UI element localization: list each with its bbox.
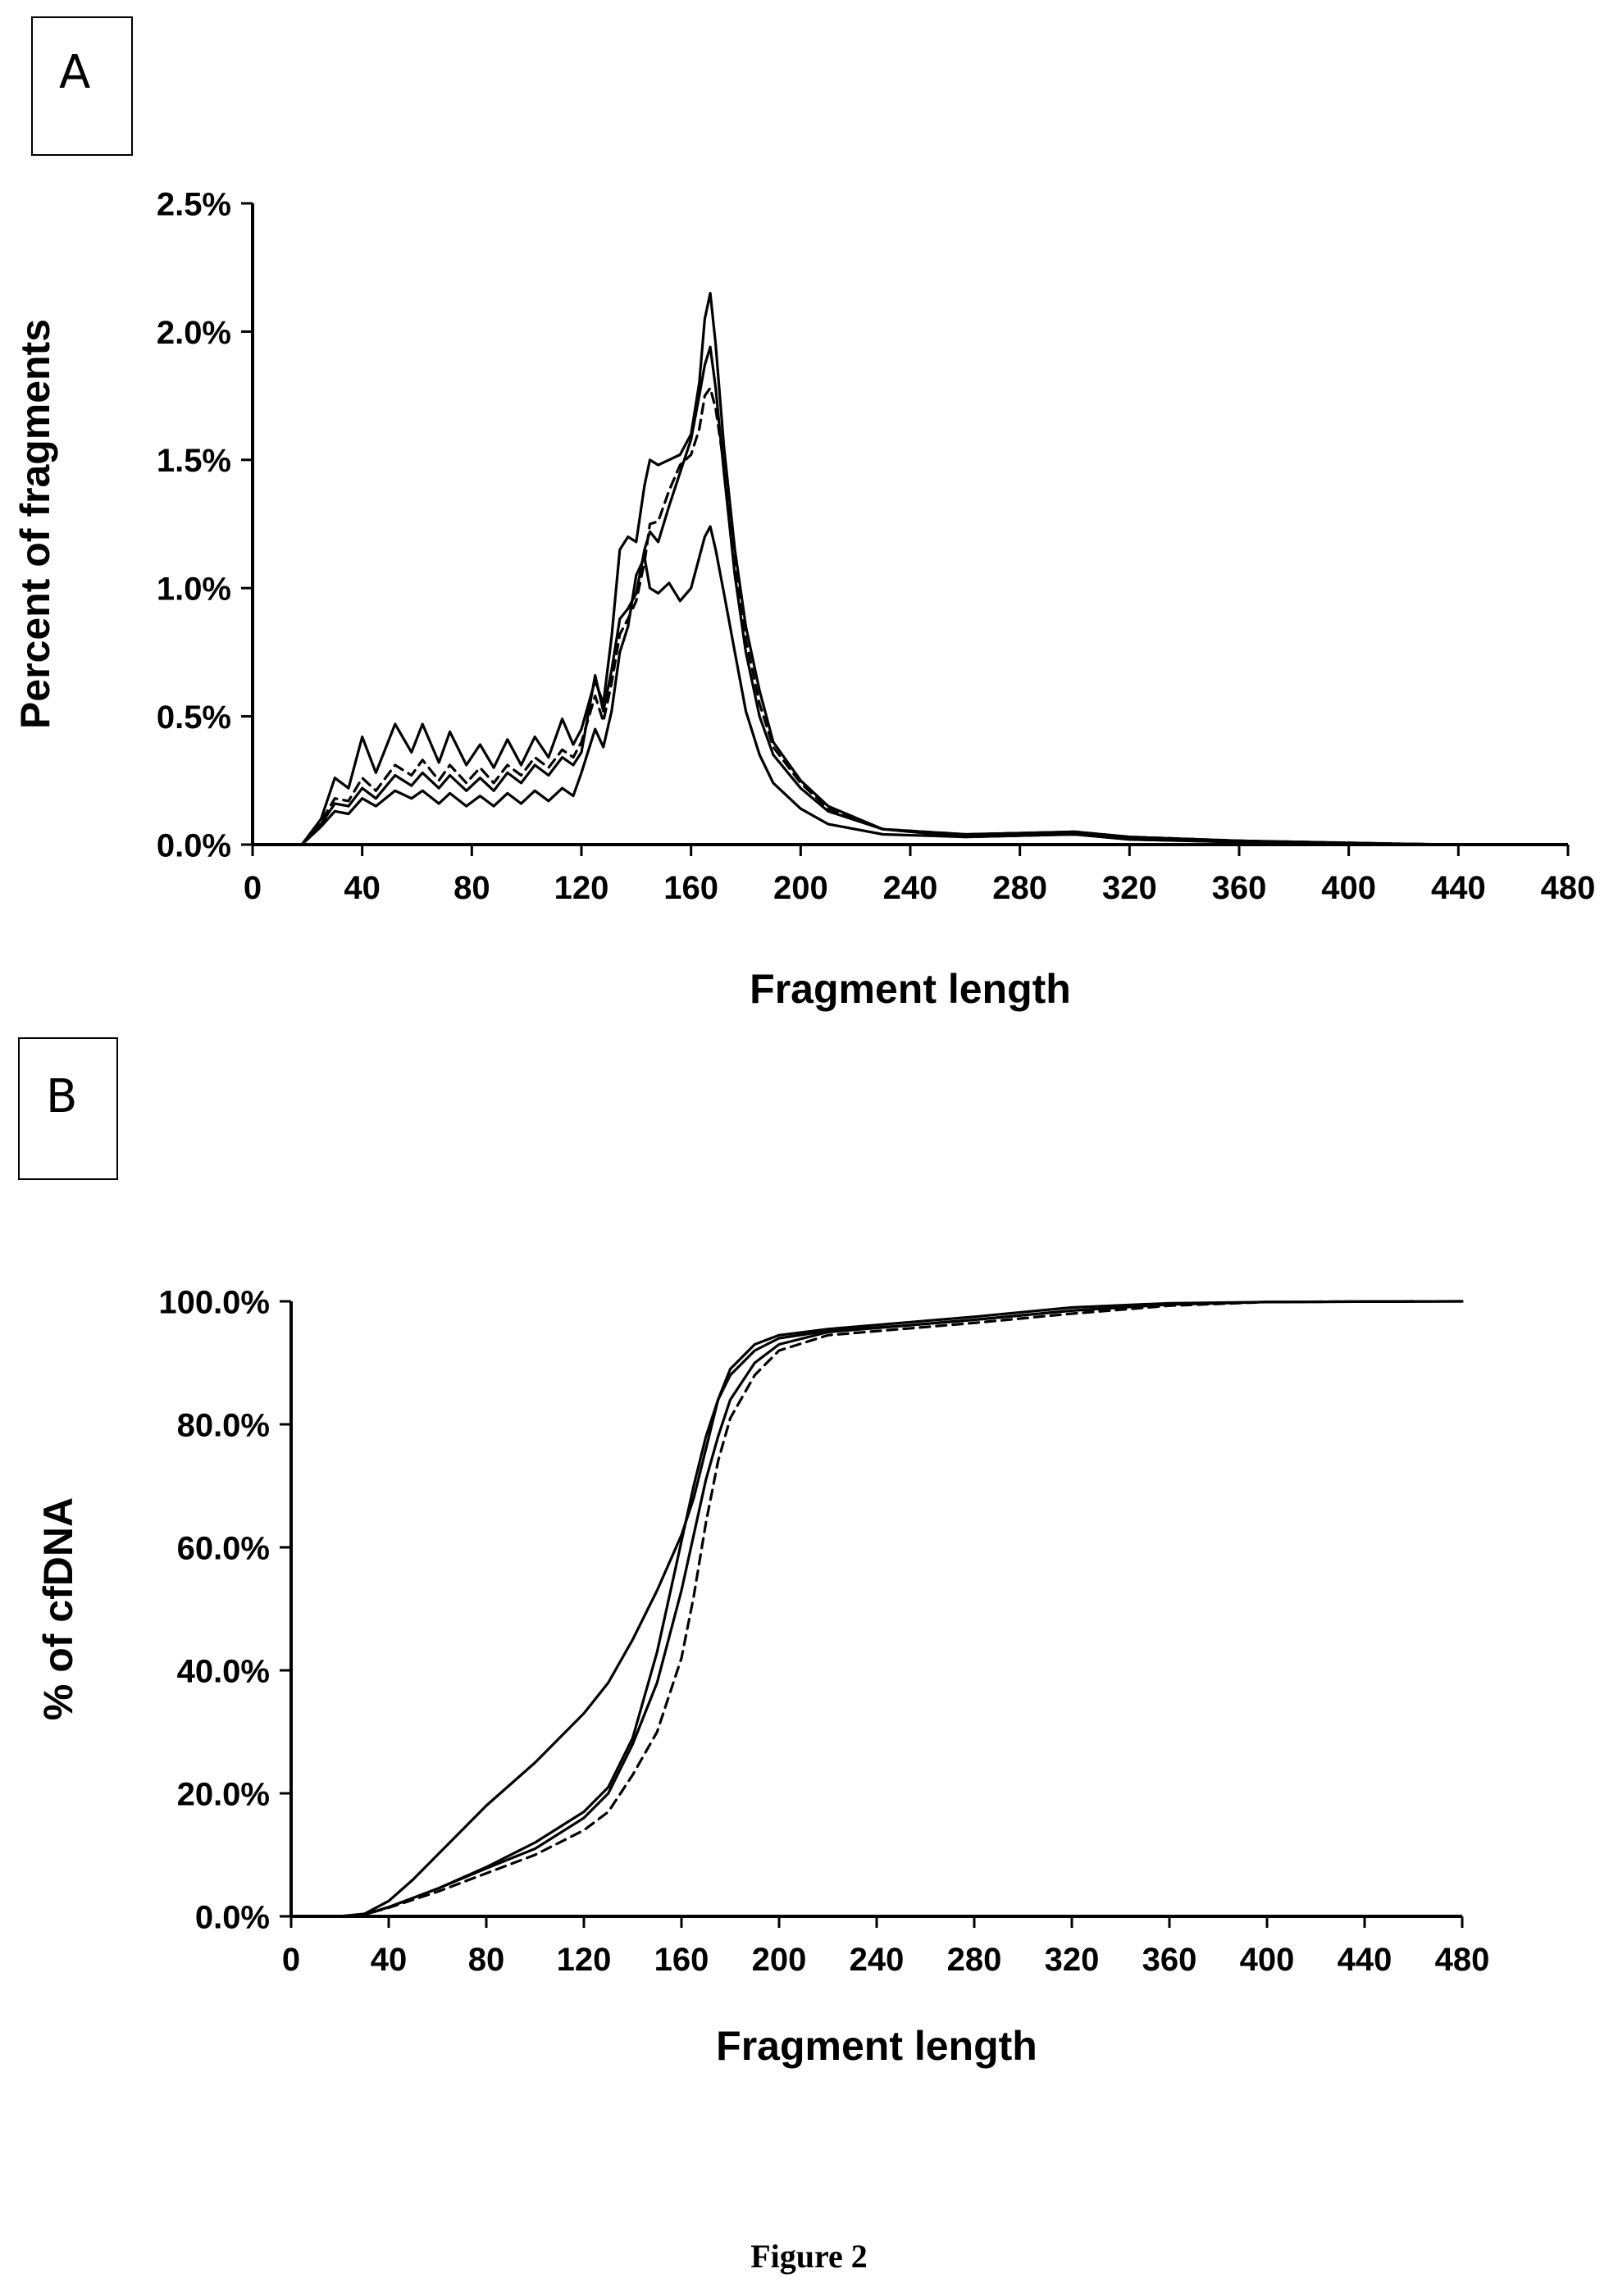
x-tick-label: 360	[1212, 870, 1267, 906]
series-line-2	[300, 345, 1460, 846]
x-tick-label: 80	[468, 1942, 505, 1978]
x-tick-label: 360	[1142, 1942, 1197, 1978]
x-tick-label: 200	[752, 1942, 807, 1978]
chart-b: 0 40 80 120 160 200 240 280 320 360 400 440 480 0.0% 2…	[35, 1284, 1490, 2069]
series-line-4	[300, 525, 1460, 846]
series-line-1	[300, 291, 1460, 846]
x-tick-label: 400	[1240, 1942, 1295, 1978]
x-tick-label: 240	[850, 1942, 905, 1978]
x-axis-label: Fragment length	[750, 966, 1071, 1012]
x-tick-label: 440	[1431, 870, 1486, 906]
series-line-3	[300, 386, 1460, 846]
x-tick-label: 440	[1338, 1942, 1392, 1978]
x-tick-label: 240	[883, 870, 938, 906]
series-line-3	[338, 1300, 1464, 1918]
x-tick-label: 120	[554, 870, 609, 906]
series-line-2	[338, 1300, 1464, 1918]
x-tick-label: 480	[1435, 1942, 1490, 1978]
x-tick-label: 320	[1045, 1942, 1100, 1978]
y-tick-label: 80.0%	[177, 1407, 270, 1443]
y-tick-label: 1.5%	[157, 443, 231, 479]
x-tick-label: 320	[1102, 870, 1157, 906]
y-tick-label: 0.0%	[157, 827, 231, 863]
y-tick-label: 60.0%	[177, 1530, 270, 1566]
x-tick-label: 80	[453, 870, 490, 906]
panel-b-letter: B	[46, 1070, 78, 1123]
y-tick-label: 100.0%	[158, 1284, 270, 1320]
x-axis-label: Fragment length	[716, 2023, 1037, 2069]
panel-b-label-box: B	[18, 1037, 118, 1180]
panel-a-label-box: A	[31, 16, 133, 156]
x-tick-label: 160	[663, 870, 718, 906]
y-tick-label: 40.0%	[177, 1653, 270, 1689]
x-tick-label: 40	[344, 870, 381, 906]
x-tick-label: 400	[1321, 870, 1376, 906]
y-tick-label: 1.0%	[157, 572, 231, 608]
x-tick-label: 280	[947, 1942, 1002, 1978]
x-tick-label: 0	[282, 1942, 300, 1978]
chart-a: 0 40 80 120 160 200 240 280 320 360 400 440 480 0.0% 0…	[12, 186, 1596, 1012]
y-tick-label: 0.5%	[157, 699, 231, 736]
x-tick-label: 0	[244, 870, 262, 906]
y-tick-label: 20.0%	[177, 1776, 270, 1812]
y-tick-label: 0.0%	[195, 1899, 270, 1935]
x-tick-label: 280	[992, 870, 1047, 906]
series-line-1	[338, 1300, 1415, 1918]
panel-a-letter: A	[59, 46, 91, 99]
series-line-4	[338, 1300, 1415, 1918]
x-tick-label: 160	[654, 1942, 709, 1978]
x-tick-label: 120	[557, 1942, 612, 1978]
y-tick-label: 2.5%	[157, 186, 231, 222]
y-tick-label: 2.0%	[157, 315, 231, 351]
x-tick-label: 40	[371, 1942, 408, 1978]
y-axis-label: % of cfDNA	[35, 1497, 81, 1720]
figure-caption: Figure 2	[750, 2238, 868, 2275]
x-tick-label: 200	[773, 870, 828, 906]
y-axis-label: Percent of fragments	[12, 319, 58, 729]
x-tick-label: 480	[1541, 870, 1596, 906]
